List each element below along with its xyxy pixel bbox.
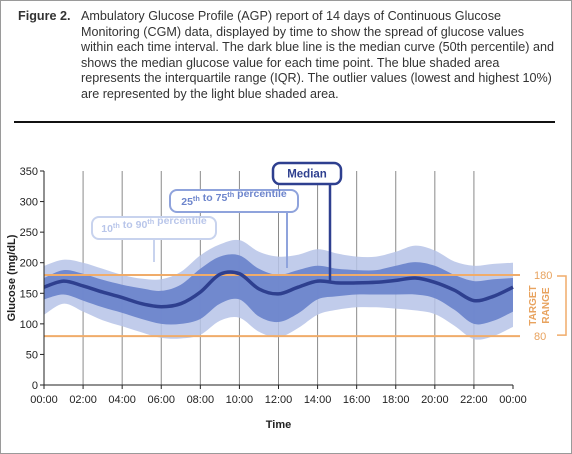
- target-range: 180 80 TARGET RANGE: [44, 270, 567, 343]
- figure-label: Figure 2.: [18, 9, 71, 23]
- callout-25-75-box: [169, 189, 299, 213]
- x-tick-label: 00:00: [499, 394, 527, 406]
- x-tick-label: 12:00: [265, 394, 293, 406]
- axes: 0 50 100 150 200 250 300 350 00:00 02:00 04:00 06:0…: [6, 166, 527, 431]
- x-tick-label: 08:00: [187, 394, 215, 406]
- x-tick-label: 00:00: [30, 394, 58, 406]
- x-tick-label: 06:00: [147, 394, 175, 406]
- callout-10-90-label: 10th to 90th percentile: [101, 215, 207, 235]
- target-range-label-2: RANGE: [541, 287, 552, 323]
- callout-median-box: [271, 161, 343, 186]
- y-tick-label: 200: [20, 258, 38, 270]
- x-tick-label: 22:00: [460, 394, 488, 406]
- target-low-label: 80: [534, 331, 546, 343]
- y-tick-label: 0: [32, 380, 38, 392]
- y-tick-label: 150: [20, 288, 38, 300]
- x-tick-label: 04:00: [108, 394, 136, 406]
- figure-caption: Figure 2. Ambulatory Glucose Profile (AG…: [18, 9, 554, 103]
- y-axis-title: Glucose (mg/dL): [6, 234, 18, 321]
- x-tick-label: 20:00: [421, 394, 449, 406]
- caption-text: Ambulatory Glucose Profile (AGP) report …: [81, 9, 554, 101]
- y-tick-label: 350: [20, 166, 38, 178]
- y-tick-label: 100: [20, 319, 38, 331]
- x-tick-label: 14:00: [304, 394, 332, 406]
- y-tick-label: 250: [20, 227, 38, 239]
- annotation-leaders: [153, 184, 332, 282]
- x-tick-label: 02:00: [69, 394, 97, 406]
- x-tick-label: 16:00: [343, 394, 371, 406]
- target-bracket: [557, 275, 567, 336]
- x-axis-title: Time: [266, 419, 291, 431]
- y-tick-label: 50: [26, 349, 38, 361]
- callout-median-label: Median: [287, 169, 327, 181]
- callout-10-90-box: [91, 216, 217, 240]
- callout-25-75-label: 25th to 75th percentile: [181, 188, 287, 208]
- y-tick-label: 300: [20, 197, 38, 209]
- median-line: [43, 270, 514, 309]
- x-tick-label: 18:00: [382, 394, 410, 406]
- x-tick-label: 10:00: [226, 394, 254, 406]
- target-range-label-1: TARGET: [528, 285, 539, 325]
- caption-divider: [14, 121, 555, 123]
- target-high-label: 180: [534, 270, 552, 282]
- annotations: 10th to 90th percentile 25th to 75th perc…: [91, 161, 343, 240]
